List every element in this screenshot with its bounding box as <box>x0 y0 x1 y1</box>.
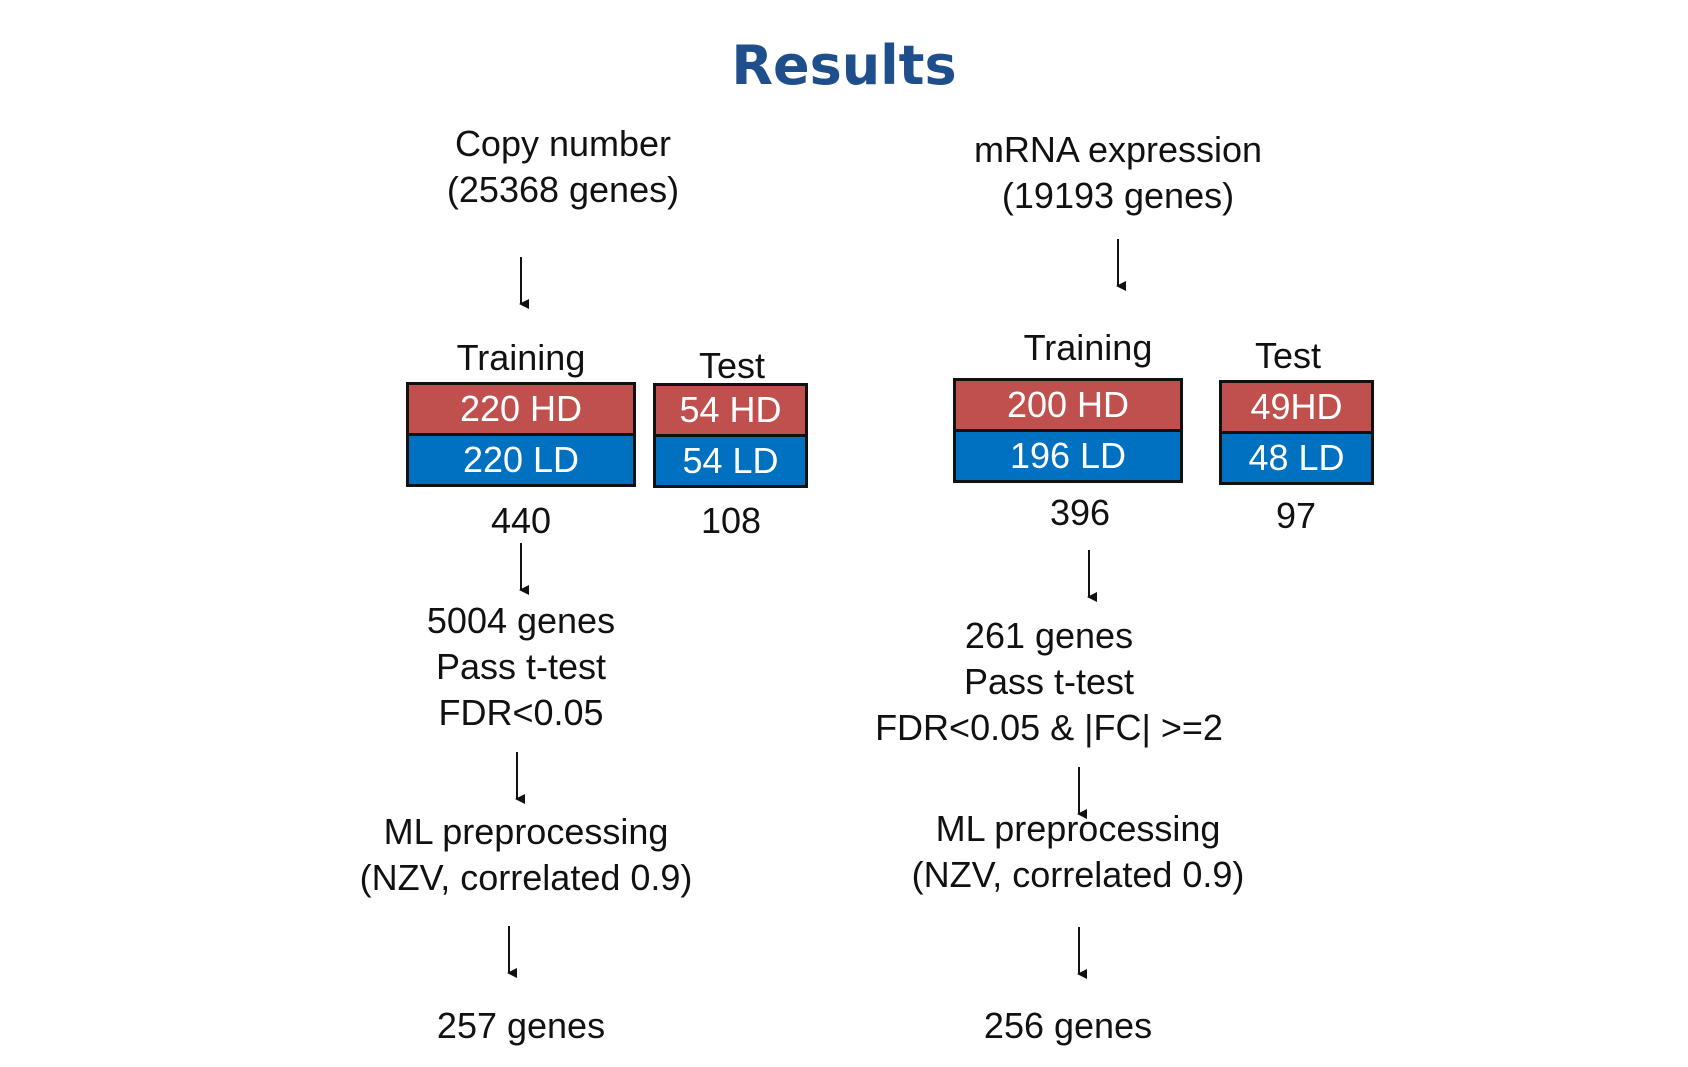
right-training-hd: 200 HD <box>956 381 1180 432</box>
left-result: 257 genes <box>436 1005 606 1046</box>
right-filter-criteria: FDR<0.05 & |FC| >=2 <box>875 707 1223 748</box>
right-source-name: mRNA expression <box>973 129 1263 170</box>
left-test-label: Test <box>698 345 766 386</box>
left-training-ld: 220 LD <box>409 436 633 484</box>
left-filter-criteria: FDR<0.05 <box>438 692 604 733</box>
right-training-total: 396 <box>1049 492 1111 533</box>
right-training-label: Training <box>1023 327 1153 368</box>
right-preprocess-detail: (NZV, correlated 0.9) <box>911 854 1245 895</box>
left-training-box: 220 HD 220 LD <box>406 382 636 487</box>
left-training-label: Training <box>456 337 586 378</box>
right-test-ld: 48 LD <box>1222 434 1371 482</box>
right-result: 256 genes <box>983 1005 1153 1046</box>
left-filter-genes: 5004 genes <box>426 600 616 641</box>
right-test-label: Test <box>1254 335 1322 376</box>
left-test-hd: 54 HD <box>656 386 805 437</box>
right-source: mRNA expression (19193 genes) <box>943 127 1293 219</box>
left-preprocess-detail: (NZV, correlated 0.9) <box>359 857 693 898</box>
left-preprocess-title: ML preprocessing <box>383 811 669 852</box>
left-filter: 5004 genes Pass t-test FDR<0.05 <box>381 598 661 736</box>
right-preprocess: ML preprocessing (NZV, correlated 0.9) <box>873 806 1283 898</box>
left-training-total: 440 <box>490 500 552 541</box>
right-test-box: 49HD 48 LD <box>1219 380 1374 485</box>
left-source: Copy number (25368 genes) <box>383 121 743 213</box>
right-filter-test: Pass t-test <box>963 661 1135 702</box>
left-training-hd: 220 HD <box>409 385 633 436</box>
left-filter-test: Pass t-test <box>435 646 607 687</box>
right-filter: 261 genes Pass t-test FDR<0.05 & |FC| >=… <box>859 613 1239 751</box>
left-preprocess: ML preprocessing (NZV, correlated 0.9) <box>321 809 731 901</box>
right-test-hd: 49HD <box>1222 383 1371 434</box>
left-test-ld: 54 LD <box>656 437 805 485</box>
right-preprocess-title: ML preprocessing <box>935 808 1221 849</box>
left-test-box: 54 HD 54 LD <box>653 383 808 488</box>
left-test-total: 108 <box>700 500 762 541</box>
right-filter-genes: 261 genes <box>964 615 1134 656</box>
left-source-name: Copy number <box>454 123 672 164</box>
page-title: Results <box>731 34 957 97</box>
right-training-ld: 196 LD <box>956 432 1180 480</box>
right-training-box: 200 HD 196 LD <box>953 378 1183 483</box>
right-test-total: 97 <box>1275 495 1317 536</box>
left-source-count: (25368 genes) <box>446 169 680 210</box>
right-source-count: (19193 genes) <box>1001 175 1235 216</box>
